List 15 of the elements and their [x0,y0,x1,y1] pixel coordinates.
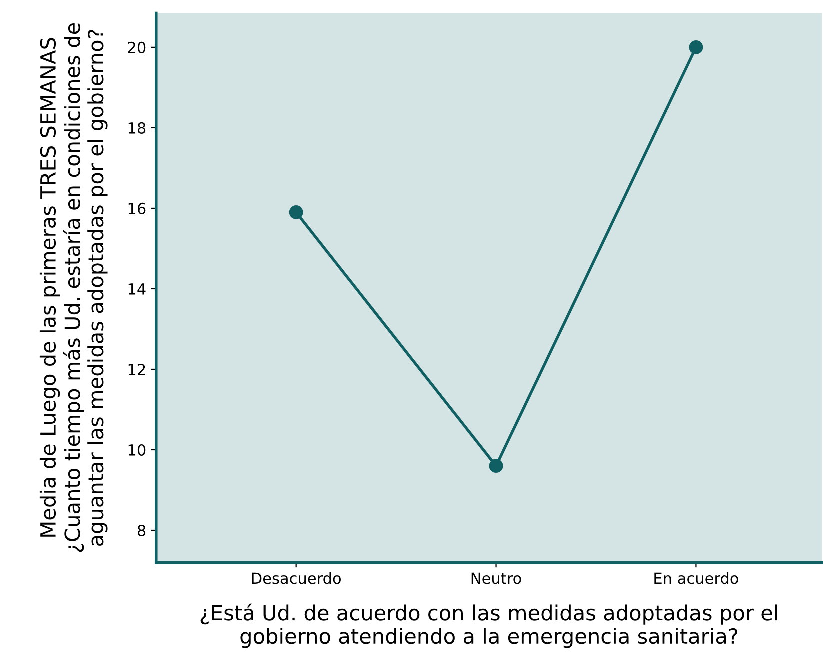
y-tick-label: 20 [128,42,146,54]
y-tick-label: 10 [128,444,146,456]
y-axis-title: Media de Luego de las primeras TRES SEMANAS ¿Cuanto tiempo más Ud. estaría en condiciones de aguantar las medidas adoptadas por el gobierno? [40,23,108,552]
point [689,40,704,54]
x-axis-title: ¿Está Ud. de acuerdo con las medidas adoptadas por el gobierno atendiendo a la emergencia sanitaria? [200,604,778,648]
y-tick-label: 18 [128,122,146,134]
point [489,459,504,474]
y-tick-label: 8 [138,524,146,537]
x-tick-label: Neutro [472,572,522,584]
y-tick-label: 14 [128,284,146,295]
point [289,206,304,220]
x-tick-label: Desacuerdo [252,572,342,584]
y-tick-label: 12 [128,364,146,376]
x-tick-label: En acuerdo [654,572,738,584]
y-tick-label: 16 [128,202,146,214]
